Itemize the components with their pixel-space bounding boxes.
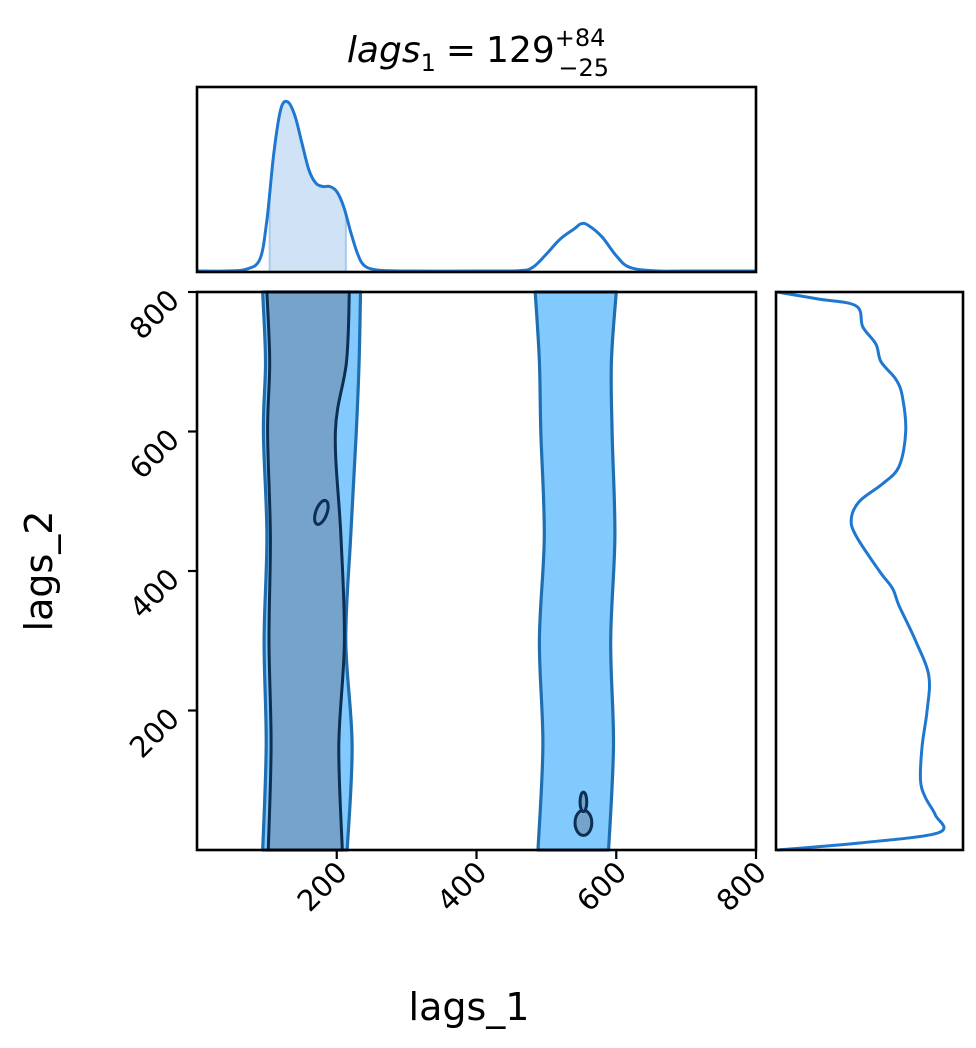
credible-interval-band xyxy=(269,101,346,271)
y-axis-title: lags_2 xyxy=(17,511,61,632)
x-tick-label-600: 600 xyxy=(570,855,633,918)
contour-island-1 xyxy=(313,498,330,526)
title-minus: −25 xyxy=(558,54,609,82)
x-tick-label-800: 800 xyxy=(710,855,773,918)
title-median: 129 xyxy=(486,30,555,71)
y-tick-label-600: 600 xyxy=(123,422,186,485)
marginal-x-panel xyxy=(195,85,758,274)
contour-island-2-lower xyxy=(573,808,594,837)
y-tick-label-800: 800 xyxy=(123,283,186,346)
contour-outer-region-2 xyxy=(533,290,618,852)
title-param: lags xyxy=(347,30,421,71)
marginal-y-frame xyxy=(774,290,965,852)
joint-panel: 200 400 600 800 200 400 600 800 xyxy=(123,283,773,918)
contour-island-2-upper xyxy=(578,790,589,814)
x-tick-label-200: 200 xyxy=(291,855,354,918)
x-tick-label-400: 400 xyxy=(430,855,493,918)
y-tick-label-200: 200 xyxy=(123,701,186,764)
contour-inner-region-1 xyxy=(265,290,351,852)
marginal-x-density-line xyxy=(196,99,756,273)
chart-title: lags1 = 129+84 −25 xyxy=(347,24,609,82)
title-plus: +84 xyxy=(555,24,606,52)
title-subscript: 1 xyxy=(421,49,436,77)
y-tick-label-400: 400 xyxy=(123,562,186,625)
title-equals: = xyxy=(446,30,476,71)
x-axis-title: lags_1 xyxy=(409,985,530,1029)
marginal-y-panel xyxy=(774,290,965,852)
marginal-y-density-line xyxy=(776,290,946,852)
marginal-x-frame xyxy=(195,85,758,274)
